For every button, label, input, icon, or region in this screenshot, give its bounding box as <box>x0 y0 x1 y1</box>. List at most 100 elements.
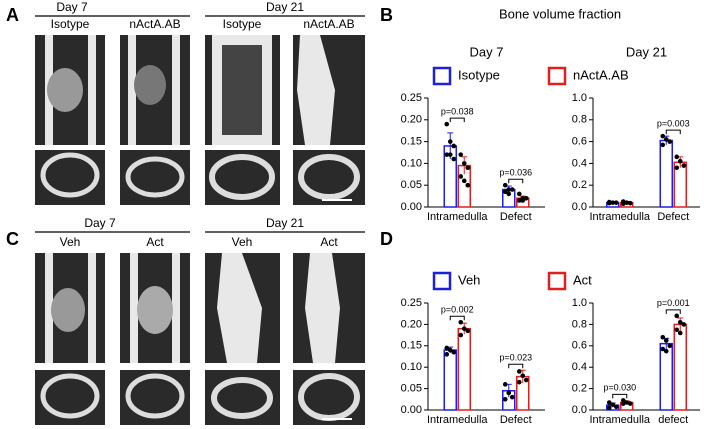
data-point <box>502 382 508 387</box>
bar <box>673 323 687 411</box>
column-label: Act <box>146 235 164 249</box>
y-tick-label: 0.4 <box>572 157 587 169</box>
data-point <box>458 174 464 179</box>
panel-letter: B <box>380 5 393 25</box>
data-point <box>674 165 680 171</box>
x-tick-label: Intramedulla <box>589 414 650 426</box>
data-point <box>461 161 467 166</box>
y-tick-label: 0.20 <box>401 318 422 330</box>
panel-letter: A <box>6 5 19 25</box>
p-value: p=0.030 <box>603 383 636 393</box>
p-value: p=0.023 <box>499 353 532 363</box>
data-point <box>624 400 630 405</box>
y-tick-label: 0.6 <box>572 340 587 352</box>
bar <box>443 349 457 411</box>
y-tick-label: 0.0 <box>572 201 587 213</box>
y-tick-label: 0.8 <box>572 318 587 330</box>
data-point <box>447 152 453 157</box>
data-point <box>451 349 457 355</box>
y-tick-label: 0.00 <box>401 404 422 416</box>
data-point <box>447 347 453 353</box>
data-point <box>451 156 457 162</box>
y-tick-label: 0.20 <box>401 114 422 126</box>
data-point <box>461 326 467 331</box>
y-tick-label: 1.0 <box>572 297 587 309</box>
data-point <box>502 397 508 402</box>
data-point <box>674 313 680 319</box>
column-label: Veh <box>232 235 253 249</box>
data-point <box>627 200 633 206</box>
y-tick-label: 0.4 <box>572 361 587 373</box>
data-point <box>506 390 512 396</box>
data-point <box>444 121 450 127</box>
data-point <box>520 373 526 379</box>
data-point <box>660 346 666 352</box>
significance-bracket <box>508 363 524 369</box>
panel-letter: D <box>380 229 393 249</box>
column-label: Act <box>320 235 338 249</box>
data-point <box>461 178 467 184</box>
y-tick-label: 0.25 <box>401 297 422 309</box>
x-tick-label: defect <box>658 414 688 426</box>
data-point <box>444 352 450 357</box>
significance-bracket <box>612 393 628 399</box>
bar <box>659 139 673 208</box>
group-label: Day 7 <box>84 216 116 230</box>
data-point <box>660 133 666 139</box>
data-point <box>523 195 529 201</box>
chart-subtitle: Day 7 <box>470 44 504 59</box>
column-label: Isotype <box>51 17 90 31</box>
data-point <box>667 139 673 144</box>
data-point <box>465 165 471 171</box>
column-label: nActA.AB <box>303 17 354 31</box>
legend-label: Act <box>573 272 592 287</box>
y-tick-label: 0.6 <box>572 136 587 148</box>
data-point <box>613 404 619 410</box>
legend-label: Isotype <box>458 67 500 82</box>
significance-bracket <box>665 129 681 135</box>
significance-bracket <box>508 178 524 184</box>
data-point <box>444 345 450 351</box>
data-point <box>502 189 508 195</box>
column-label: Isotype <box>223 17 262 31</box>
data-point <box>520 198 526 203</box>
p-value: p=0.038 <box>441 107 474 117</box>
y-tick-label: 0.00 <box>401 201 422 213</box>
group-label: Day 7 <box>56 0 88 14</box>
legend-swatch <box>547 66 567 86</box>
data-point <box>613 200 619 205</box>
data-point <box>516 198 522 203</box>
data-point <box>458 319 464 325</box>
data-point <box>660 142 666 148</box>
data-point <box>667 343 673 349</box>
data-point <box>620 401 626 406</box>
legend-swatch <box>547 271 567 291</box>
x-tick-label: Intramedulla <box>589 211 650 223</box>
y-tick-label: 0.15 <box>401 340 422 352</box>
y-tick-label: 0.25 <box>401 92 422 104</box>
data-point <box>458 152 464 157</box>
data-point <box>509 187 515 192</box>
data-point <box>663 137 669 142</box>
data-point <box>465 328 471 334</box>
data-point <box>502 182 508 188</box>
data-point <box>674 327 680 333</box>
data-point <box>451 143 457 149</box>
data-point <box>606 405 612 411</box>
data-point <box>516 379 522 385</box>
y-tick-label: 0.10 <box>401 157 422 169</box>
data-point <box>509 394 515 400</box>
chart-title: Bone volume fraction <box>499 6 621 21</box>
x-tick-label: Defect <box>500 414 532 426</box>
x-tick-label: Intramedulla <box>427 414 488 426</box>
data-point <box>447 139 453 144</box>
y-tick-label: 0.05 <box>401 383 422 395</box>
data-point <box>465 182 471 188</box>
data-point <box>506 187 512 192</box>
data-point <box>610 402 616 407</box>
data-point <box>663 348 669 354</box>
legend-swatch <box>432 271 452 291</box>
data-point <box>674 154 680 160</box>
